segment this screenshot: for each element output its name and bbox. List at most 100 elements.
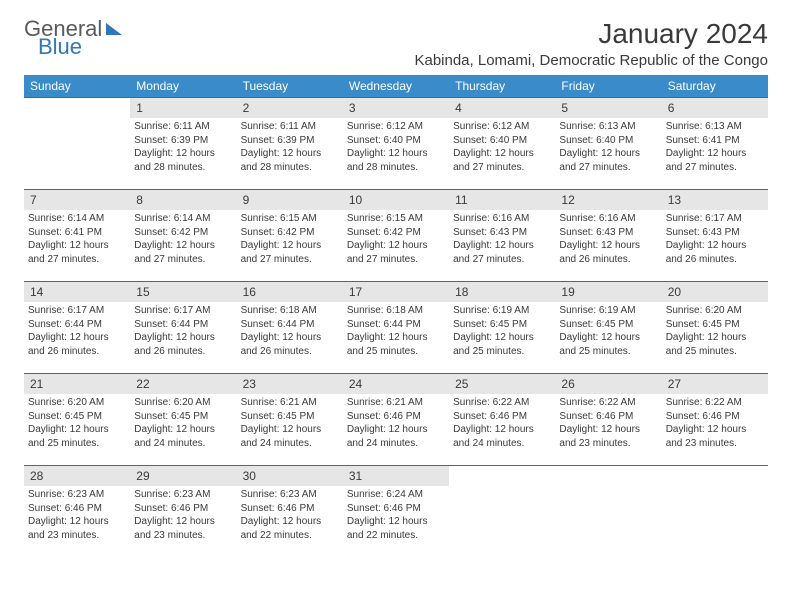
sunset-text: Sunset: 6:42 PM [134,226,232,240]
day-details: Sunrise: 6:23 AMSunset: 6:46 PMDaylight:… [134,488,232,542]
sunset-text: Sunset: 6:46 PM [666,410,764,424]
day-details: Sunrise: 6:11 AMSunset: 6:39 PMDaylight:… [134,120,232,174]
sunrise-text: Sunrise: 6:11 AM [241,120,339,134]
logo: General Blue [24,18,122,58]
calendar-cell: 31Sunrise: 6:24 AMSunset: 6:46 PMDayligh… [343,466,449,558]
sunset-text: Sunset: 6:39 PM [241,134,339,148]
calendar-cell: 10Sunrise: 6:15 AMSunset: 6:42 PMDayligh… [343,190,449,282]
daylight-text: Daylight: 12 hours and 24 minutes. [347,423,445,450]
sunset-text: Sunset: 6:45 PM [666,318,764,332]
day-number-bar: 2 [237,98,343,118]
day-number: 4 [455,101,462,115]
day-details: Sunrise: 6:16 AMSunset: 6:43 PMDaylight:… [453,212,551,266]
daylight-text: Daylight: 12 hours and 26 minutes. [134,331,232,358]
daylight-text: Daylight: 12 hours and 28 minutes. [347,147,445,174]
title-block: January 2024 Kabinda, Lomami, Democratic… [414,18,768,69]
calendar-cell [24,98,130,190]
logo-text-blue: Blue [38,36,122,58]
day-number-bar: 12 [555,190,661,210]
day-number-bar: 22 [130,374,236,394]
calendar-cell: 16Sunrise: 6:18 AMSunset: 6:44 PMDayligh… [237,282,343,374]
day-details: Sunrise: 6:20 AMSunset: 6:45 PMDaylight:… [666,304,764,358]
daylight-text: Daylight: 12 hours and 25 minutes. [559,331,657,358]
sunset-text: Sunset: 6:44 PM [28,318,126,332]
sunrise-text: Sunrise: 6:23 AM [28,488,126,502]
day-number-bar: 6 [662,98,768,118]
day-header: Friday [555,75,661,98]
day-details: Sunrise: 6:12 AMSunset: 6:40 PMDaylight:… [453,120,551,174]
day-number: 21 [30,377,43,391]
sunrise-text: Sunrise: 6:15 AM [347,212,445,226]
daylight-text: Daylight: 12 hours and 26 minutes. [559,239,657,266]
day-number: 24 [349,377,362,391]
sunrise-text: Sunrise: 6:19 AM [453,304,551,318]
calendar-cell: 23Sunrise: 6:21 AMSunset: 6:45 PMDayligh… [237,374,343,466]
daylight-text: Daylight: 12 hours and 28 minutes. [241,147,339,174]
day-number: 22 [136,377,149,391]
calendar-cell: 1Sunrise: 6:11 AMSunset: 6:39 PMDaylight… [130,98,236,190]
sunset-text: Sunset: 6:41 PM [666,134,764,148]
sunset-text: Sunset: 6:46 PM [134,502,232,516]
day-number: 20 [668,285,681,299]
daylight-text: Daylight: 12 hours and 23 minutes. [559,423,657,450]
calendar-cell: 26Sunrise: 6:22 AMSunset: 6:46 PMDayligh… [555,374,661,466]
day-number: 14 [30,285,43,299]
day-number-bar: 17 [343,282,449,302]
daylight-text: Daylight: 12 hours and 27 minutes. [28,239,126,266]
daylight-text: Daylight: 12 hours and 25 minutes. [666,331,764,358]
day-number: 30 [243,469,256,483]
calendar-cell: 11Sunrise: 6:16 AMSunset: 6:43 PMDayligh… [449,190,555,282]
day-number-bar: 10 [343,190,449,210]
day-details: Sunrise: 6:21 AMSunset: 6:45 PMDaylight:… [241,396,339,450]
day-number-bar: 24 [343,374,449,394]
sunrise-text: Sunrise: 6:17 AM [28,304,126,318]
sunset-text: Sunset: 6:45 PM [28,410,126,424]
calendar-cell: 14 Sunrise: 6:17 AMSunset: 6:44 PMDayligh… [24,282,130,374]
day-details: Sunrise: 6:19 AMSunset: 6:45 PMDaylight:… [559,304,657,358]
calendar-cell: 25Sunrise: 6:22 AMSunset: 6:46 PMDayligh… [449,374,555,466]
daylight-text: Daylight: 12 hours and 27 minutes. [453,239,551,266]
day-header: Tuesday [237,75,343,98]
day-details: Sunrise: 6:19 AMSunset: 6:45 PMDaylight:… [453,304,551,358]
calendar-cell: 13Sunrise: 6:17 AMSunset: 6:43 PMDayligh… [662,190,768,282]
day-details: Sunrise: 6:20 AMSunset: 6:45 PMDaylight:… [28,396,126,450]
day-details: Sunrise: 6:17 AMSunset: 6:44 PMDaylight:… [28,304,126,358]
daylight-text: Daylight: 12 hours and 27 minutes. [559,147,657,174]
calendar-cell: 24Sunrise: 6:21 AMSunset: 6:46 PMDayligh… [343,374,449,466]
day-details: Sunrise: 6:12 AMSunset: 6:40 PMDaylight:… [347,120,445,174]
calendar-cell [449,466,555,558]
calendar-cell: 3Sunrise: 6:12 AMSunset: 6:40 PMDaylight… [343,98,449,190]
sunrise-text: Sunrise: 6:14 AM [134,212,232,226]
day-number-bar: 18 [449,282,555,302]
sunset-text: Sunset: 6:46 PM [347,502,445,516]
day-number-bar: 9 [237,190,343,210]
calendar-cell: 6Sunrise: 6:13 AMSunset: 6:41 PMDaylight… [662,98,768,190]
calendar-cell: 2 Sunrise: 6:11 AMSunset: 6:39 PMDaylight… [237,98,343,190]
sunrise-text: Sunrise: 6:19 AM [559,304,657,318]
daylight-text: Daylight: 12 hours and 24 minutes. [134,423,232,450]
sunrise-text: Sunrise: 6:21 AM [241,396,339,410]
calendar-cell: 9Sunrise: 6:15 AMSunset: 6:42 PMDaylight… [237,190,343,282]
calendar-week-row: 1Sunrise: 6:11 AMSunset: 6:39 PMDaylight… [24,98,768,190]
day-number: 7 [30,193,37,207]
day-number-bar: 28 [24,466,130,486]
calendar-week-row: 21 Sunrise: 6:20 AMSunset: 6:45 PMDayligh… [24,374,768,466]
day-number-bar: 27 [662,374,768,394]
day-details: Sunrise: 6:15 AMSunset: 6:42 PMDaylight:… [347,212,445,266]
sunset-text: Sunset: 6:43 PM [666,226,764,240]
calendar-cell: 17Sunrise: 6:18 AMSunset: 6:44 PMDayligh… [343,282,449,374]
daylight-text: Daylight: 12 hours and 27 minutes. [453,147,551,174]
calendar-cell: 29Sunrise: 6:23 AMSunset: 6:46 PMDayligh… [130,466,236,558]
daylight-text: Daylight: 12 hours and 27 minutes. [347,239,445,266]
calendar-cell: 28Sunrise: 6:23 AMSunset: 6:46 PMDayligh… [24,466,130,558]
daylight-text: Daylight: 12 hours and 24 minutes. [453,423,551,450]
day-details: Sunrise: 6:20 AMSunset: 6:45 PMDaylight:… [134,396,232,450]
daylight-text: Daylight: 12 hours and 25 minutes. [453,331,551,358]
calendar-cell: 22 Sunrise: 6:20 AMSunset: 6:45 PMDayligh… [130,374,236,466]
day-number-bar: 25 [449,374,555,394]
day-header: Monday [130,75,236,98]
day-number-bar: 16 [237,282,343,302]
daylight-text: Daylight: 12 hours and 23 minutes. [134,515,232,542]
day-number-bar: 4 [449,98,555,118]
day-number: 12 [561,193,574,207]
